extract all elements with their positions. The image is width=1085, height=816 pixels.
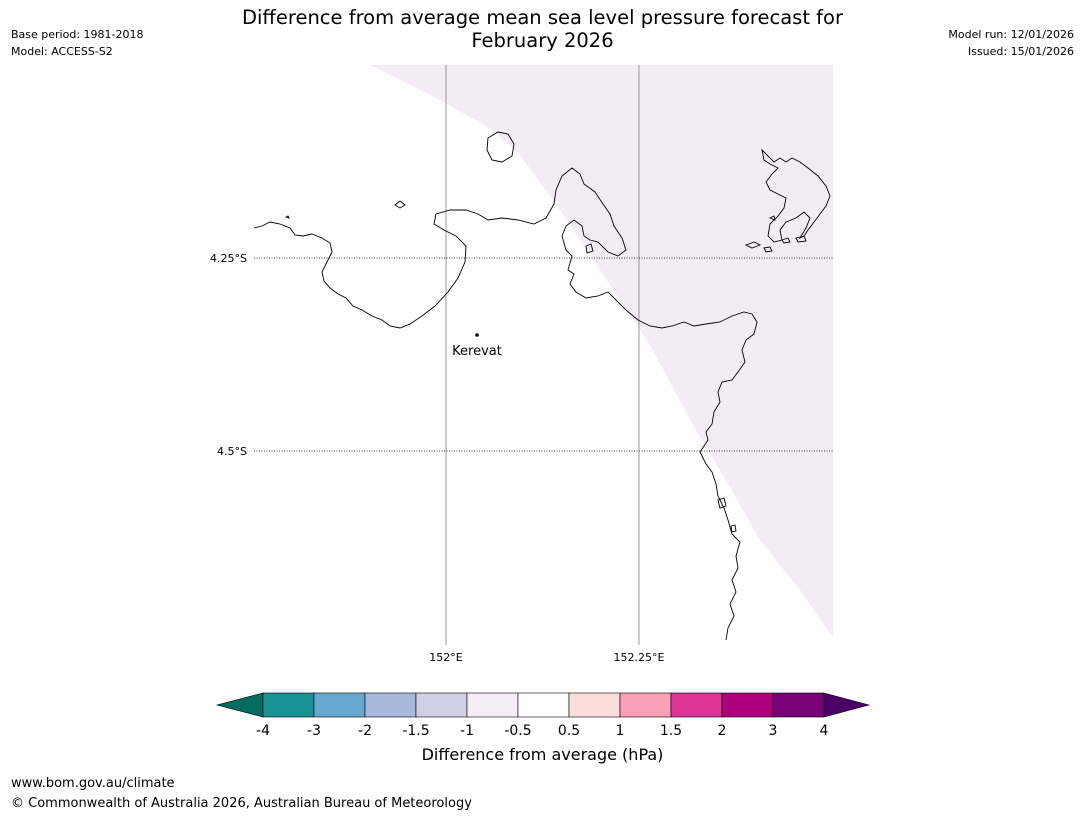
shaded-region [370,65,833,638]
issued-date: Issued: 15/01/2026 [967,45,1074,58]
islet-i [717,497,727,509]
meta-right: Model run: 12/01/2026 Issued: 15/01/2026 [948,26,1074,60]
colorbar-bin-6 [568,692,621,718]
colorbar-label: Difference from average (hPa) [421,745,664,764]
islet-c [585,243,594,254]
lon-label-152-25: 152.25°E [614,651,665,664]
footer-url[interactable]: www.bom.gov.au/climate [11,776,175,791]
model-run: Model run: 12/01/2026 [948,28,1074,41]
colorbar-tick-4: -1 [460,723,474,739]
colorbar-bin-10 [772,692,825,718]
islet-j [730,524,737,533]
colorbar-bin-1 [313,692,366,718]
colorbar-tick-2: -2 [358,723,372,739]
base-period: Base period: 1981-2018 [11,28,144,41]
colorbar-tick-7: 1 [616,723,625,739]
chart-title: Difference from average mean sea level p… [0,6,1085,52]
colorbar-over-arrow [823,692,871,718]
island-duke-of-york [486,131,515,163]
colorbar-tick-11: 4 [820,723,829,739]
gazelle-peninsula-coast [253,167,758,641]
islet-g [795,235,807,243]
colorbar-tick-3: -1.5 [402,723,429,739]
colorbar-bin-9 [721,692,774,718]
colorbar: -4 -3 -2 -1.5 -1 -0.5 0.5 1 1.5 2 3 4 [215,692,871,739]
lat-label-4-5: 4.5°S [217,445,247,458]
kerevat-marker [475,333,479,337]
coastlines [253,131,831,641]
model-name: Model: ACCESS-S2 [11,45,113,58]
colorbar-bin-8 [670,692,723,718]
colorbar-tick-8: 1.5 [660,723,682,739]
islet-e [763,246,773,253]
islet-h [768,215,776,221]
colorbar-tick-6: 0.5 [558,723,580,739]
lat-label-4-25: 4.25°S [210,252,247,265]
gridlines [254,65,833,645]
colorbar-bin-4 [466,692,519,718]
islet-d [744,241,762,249]
colorbar-tick-0: -4 [256,723,270,739]
colorbar-tick-5: -0.5 [504,723,531,739]
colorbar-bin-2 [364,692,417,718]
colorbar-bin-3 [415,692,468,718]
islet-f [781,237,791,244]
lon-label-152: 152°E [429,651,462,664]
colorbar-tick-1: -3 [307,723,321,739]
colorbar-bin-5 [517,692,570,718]
footer: www.bom.gov.au/climate © Commonwealth of… [11,774,472,814]
colorbar-bin-7 [619,692,672,718]
title-line-1: Difference from average mean sea level p… [242,6,843,29]
colorbar-bin-0 [262,692,315,718]
colorbar-under-arrow [215,692,264,718]
islet-b [284,215,290,219]
title-line-2: February 2026 [471,29,614,52]
footer-copyright: © Commonwealth of Australia 2026, Austra… [11,796,472,811]
meta-left: Base period: 1981-2018 Model: ACCESS-S2 [11,26,143,60]
islet-a [394,200,406,209]
colorbar-tick-10: 3 [769,723,778,739]
kerevat-label: Kerevat [452,344,502,359]
new-ireland-coast [761,148,831,243]
colorbar-tick-9: 2 [718,723,727,739]
